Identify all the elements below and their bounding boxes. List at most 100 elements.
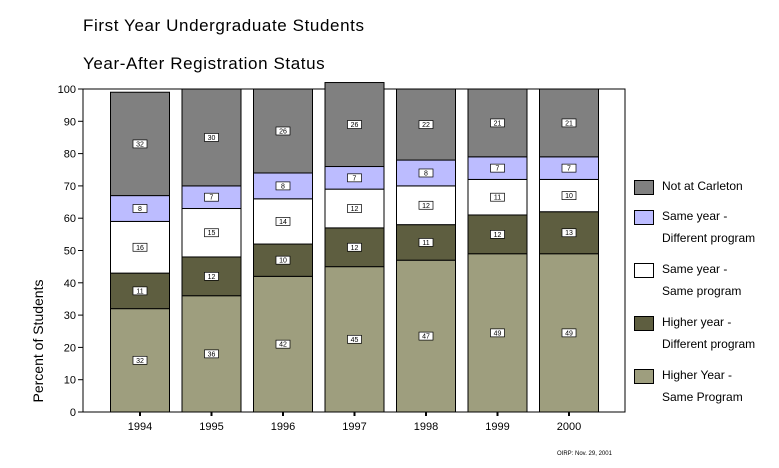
data-label: 26	[279, 128, 287, 135]
data-label: 12	[208, 274, 216, 281]
x-tick-label: 1999	[485, 421, 509, 433]
legend-swatch	[634, 180, 654, 195]
data-label: 10	[565, 193, 573, 200]
data-label-box	[204, 192, 219, 202]
bar-group: 32 11 16 8 32 36 12 15 7 30 42 10 14 8 26 45 12 12 7 26 47 11…	[110, 82, 599, 413]
x-tick-label: 1998	[414, 421, 438, 433]
data-label: 7	[567, 166, 571, 173]
data-label-box	[132, 139, 148, 149]
y-tick-label: 70	[64, 181, 76, 193]
data-label: 7	[210, 195, 214, 202]
data-label-box	[418, 331, 434, 341]
data-label: 12	[351, 245, 359, 252]
y-axis: 0 10 20 30 40 50 60 70 80 90 100	[58, 84, 83, 419]
data-label-box	[347, 120, 362, 129]
y-tick-label: 10	[64, 375, 76, 387]
data-label-box	[561, 328, 577, 338]
data-label-box	[490, 230, 505, 239]
x-tick-label: 1994	[128, 421, 152, 433]
data-label: 36	[208, 351, 216, 358]
data-label: 7	[353, 175, 357, 182]
data-label-box	[561, 191, 577, 200]
y-tick-label: 60	[64, 213, 76, 225]
data-label: 12	[422, 203, 430, 210]
data-label: 15	[208, 230, 216, 237]
legend-swatch	[634, 316, 654, 331]
y-tick-label: 20	[64, 342, 76, 354]
data-label: 45	[351, 337, 359, 344]
data-label: 8	[281, 183, 285, 190]
data-label-box	[418, 238, 434, 247]
legend-label: Higher Year -	[662, 368, 733, 382]
legend-label: Same Program	[662, 390, 743, 404]
data-label-box	[561, 118, 577, 128]
legend-label: Same program	[662, 284, 742, 298]
x-tick-label: 1995	[199, 421, 223, 433]
data-label-box	[418, 168, 434, 178]
data-label-box	[132, 355, 148, 365]
chart-title-line2: Year-After Registration Status	[83, 54, 326, 73]
data-label: 7	[496, 166, 500, 173]
data-label-box	[418, 200, 434, 210]
data-label-box	[132, 204, 148, 213]
data-label: 8	[138, 206, 142, 213]
data-label: 12	[351, 206, 359, 213]
data-label: 11	[422, 240, 429, 247]
data-label-box	[275, 126, 291, 136]
data-label: 12	[494, 232, 502, 239]
data-label-box	[204, 349, 219, 359]
y-axis-label: Percent of Students	[30, 280, 46, 403]
legend-label: Not at Carleton	[662, 179, 743, 193]
data-label-box	[275, 217, 291, 226]
y-tick-label: 40	[64, 278, 76, 290]
legend-swatch	[634, 369, 654, 384]
data-label: 14	[279, 219, 287, 226]
data-label-box	[490, 118, 505, 128]
legend-label: Higher year -	[662, 315, 732, 329]
data-label-box	[275, 339, 291, 349]
y-tick-label: 30	[64, 310, 76, 322]
legend-label: Different program	[662, 231, 756, 245]
y-tick-label: 90	[64, 116, 76, 128]
data-label-box	[561, 228, 577, 238]
legend-label: Same year -	[662, 209, 728, 223]
data-label-box	[490, 328, 505, 338]
data-label-box	[204, 271, 219, 281]
data-label: 42	[279, 342, 287, 349]
data-label-box	[347, 204, 362, 213]
source-note: OIRP: Nov. 29, 2001	[557, 451, 612, 457]
x-axis: 1994 1995 1996 1997 1998 1999 2000	[128, 412, 581, 433]
data-label: 49	[494, 330, 502, 337]
x-tick-label: 2000	[557, 421, 581, 433]
legend-swatch	[634, 210, 654, 225]
data-label: 10	[279, 258, 287, 265]
data-label: 21	[565, 120, 573, 127]
x-tick-label: 1997	[342, 421, 366, 433]
y-tick-label: 80	[64, 149, 76, 161]
data-label: 8	[424, 170, 428, 177]
data-label-box	[490, 192, 505, 202]
data-label-box	[275, 255, 291, 265]
data-label-box	[347, 334, 362, 344]
data-label: 26	[351, 122, 359, 129]
data-label: 21	[494, 120, 502, 127]
legend-swatch	[634, 263, 654, 278]
data-label: 32	[136, 358, 144, 365]
data-label: 32	[136, 141, 144, 148]
data-label: 49	[565, 330, 573, 337]
legend-label: Same year -	[662, 262, 728, 276]
data-label: 30	[208, 135, 216, 142]
data-label: 13	[565, 230, 573, 237]
data-label: 22	[422, 122, 430, 129]
data-label-box	[347, 242, 362, 252]
x-tick-label: 1996	[271, 421, 295, 433]
data-label: 16	[136, 245, 144, 252]
bar-segment	[253, 243, 313, 277]
chart-title-line1: First Year Undergraduate Students	[83, 16, 365, 35]
data-label-box	[347, 173, 362, 183]
legend-label: Different program	[662, 337, 756, 351]
data-label-box	[490, 163, 505, 173]
y-tick-label: 100	[58, 84, 76, 96]
data-label: 47	[422, 334, 430, 341]
